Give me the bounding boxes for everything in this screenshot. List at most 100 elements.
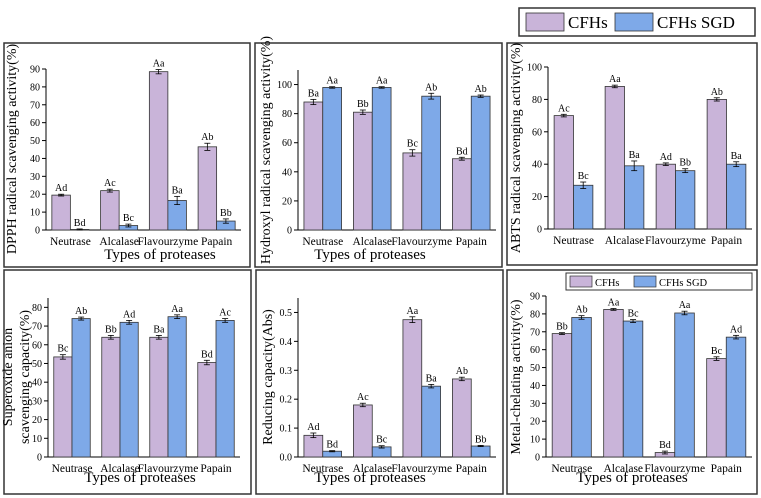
y-tick-label: 20 [282,196,292,207]
significance-label: Bb [679,158,691,169]
significance-label: Ad [660,152,672,163]
significance-label: Bc [711,346,723,357]
x-tick-label: Flavourzyme [391,463,452,475]
y-tick-label: 20 [532,192,542,203]
bar [303,434,324,458]
bar [573,184,594,230]
x-axis-label: Types of proteases [576,470,688,486]
y-tick-label: 0.0 [280,453,293,464]
bar [101,336,121,458]
y-tick-label: 0 [37,453,42,464]
x-tick-label: Alcalase [352,236,392,248]
bar [353,111,373,231]
bar [421,385,441,458]
panel-legend-label: CFHs [595,278,620,289]
y-tick-label: 70 [530,327,540,338]
significance-label: Aa [679,300,691,311]
chart-panel-2: 0 20 40 60 80 100 Neutrase Ba Aa Alcalase Bb Aa Flav… [254,36,503,268]
top-legend-label-cfhs: CFHs [568,13,608,32]
y-axis-label: Hydroxyl radical scavenging activity(%) [259,36,274,265]
significance-label: Bd [326,440,338,451]
significance-label: Ba [308,88,320,99]
significance-label: Ab [575,305,587,316]
significance-label: Bb [220,208,232,219]
significance-label: Bc [57,344,69,355]
bar [402,319,423,458]
significance-label: Bb [357,99,369,110]
panel-frame [3,42,251,268]
y-axis-label: ABTS radical scavenging activity(%) [509,43,524,254]
x-tick-label: Neutrase [553,235,594,247]
y-tick-label: 10 [530,435,540,446]
x-tick-label: Papain [711,463,743,475]
significance-label: Ad [55,183,67,194]
bar [402,152,423,231]
panel-frame [255,269,504,495]
bar [604,86,625,230]
x-tick-label: Papain [456,236,488,248]
y-tick-label: 50 [530,363,540,374]
y-tick-label: 90 [30,65,40,76]
bar [167,316,187,458]
significance-label: Bd [659,440,671,451]
y-tick-label: 50 [30,136,40,147]
significance-label: Bc [627,309,639,320]
significance-label: Bb [475,434,487,445]
y-tick-label: 30 [30,172,40,183]
significance-label: Ab [711,87,723,98]
y-tick-label: 80 [532,95,542,106]
x-tick-label: Neutrase [52,463,93,475]
top-legend-label-cfhs-sgd: CFHs SGD [657,13,735,32]
bar [553,115,574,230]
significance-label: Ac [357,392,369,403]
y-tick-label: 0.1 [280,424,293,435]
x-tick-label: Neutrase [551,463,592,475]
significance-label: Ab [425,82,437,93]
significance-label: Bd [74,218,86,229]
panel-frame [506,269,758,495]
x-tick-label: Neutrase [50,236,91,248]
significance-label: Bd [201,349,213,360]
top-legend-swatch-cfhs [525,12,565,32]
x-axis-label: Types of proteases [314,470,426,486]
y-tick-label: 20 [32,415,42,426]
bar [674,312,695,458]
y-axis-label-line: Superoxide anion [1,328,16,426]
chart-panel-3: 0 20 40 60 80 100 Neutrase Ac Bc Alcalase Aa Ba Flav… [506,42,758,266]
chart-panel-1: 0 10 20 30 40 50 60 70 80 90 Neutrase Ad Bd Alcalase A… [3,42,251,268]
bar [353,404,373,458]
bar [655,163,676,230]
significance-label: Bd [456,146,468,157]
x-tick-label: Flavourzyme [645,235,706,247]
significance-label: Bb [105,324,117,335]
bar [197,362,217,458]
y-tick-label: 40 [32,378,42,389]
bar [706,358,727,458]
x-tick-label: Papain [456,463,488,475]
significance-label: Aa [407,306,419,317]
x-tick-label: Neutrase [302,463,343,475]
x-tick-label: Papain [711,235,743,247]
significance-label: Aa [376,76,388,87]
bar [421,95,441,231]
y-tick-label: 60 [32,340,42,351]
y-tick-label: 70 [30,100,40,111]
panel-frame [254,42,503,268]
y-axis-label: Metal-chelating activity(%) [509,299,524,454]
bar [470,95,491,231]
bar [119,321,139,458]
significance-label: Bc [123,213,135,224]
y-tick-label: 0 [535,453,540,464]
bar [675,170,696,230]
bar [622,320,644,458]
significance-label: Ac [104,178,116,189]
bar [706,99,727,230]
significance-label: Ba [172,185,184,196]
bar [726,163,747,230]
bar [53,356,73,458]
top-legend-swatch-cfhs-sgd [614,12,654,32]
y-tick-label: 20 [530,417,540,428]
significance-label: Aa [608,298,620,309]
significance-label: Ab [201,132,213,143]
